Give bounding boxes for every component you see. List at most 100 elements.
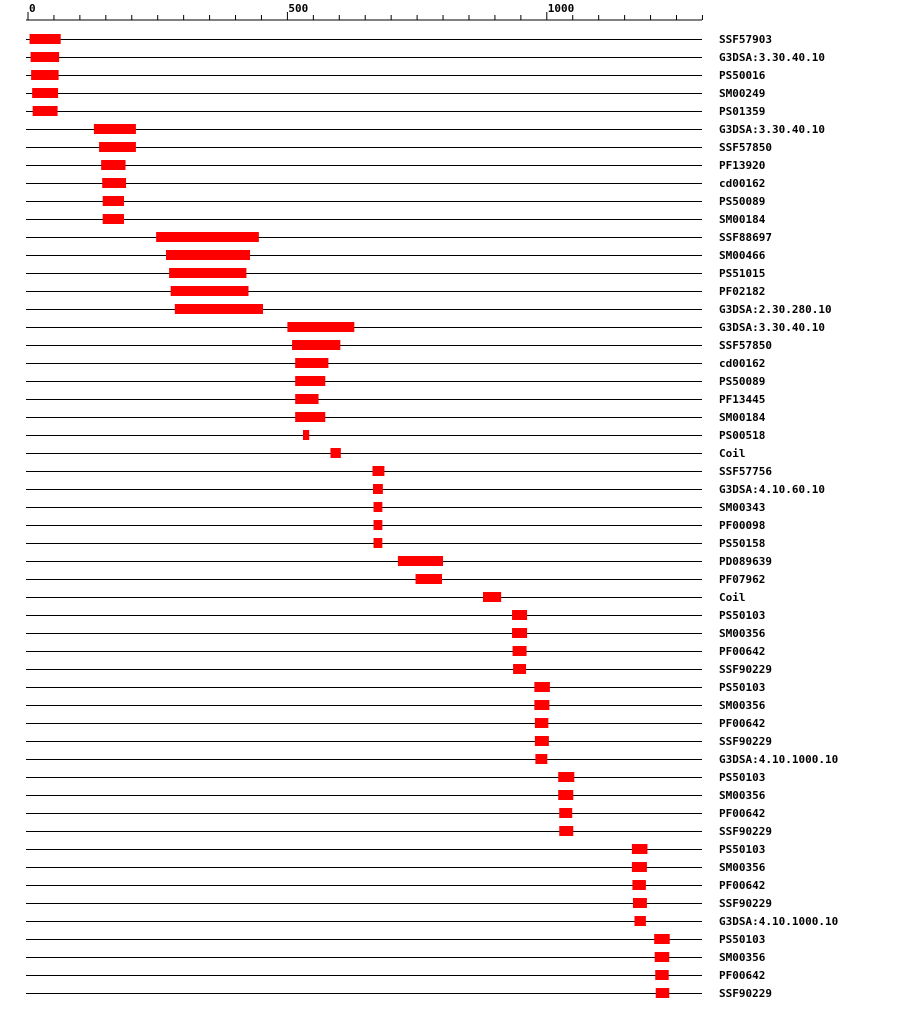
- feature-bar: [295, 376, 326, 386]
- feature-bar: [373, 502, 383, 512]
- feature-label: SSF90229: [719, 663, 772, 676]
- feature-bar: [31, 70, 59, 80]
- feature-row: SSF90229: [26, 987, 772, 1000]
- feature-label: PF02182: [719, 285, 765, 298]
- feature-row: SM00356: [26, 627, 766, 640]
- feature-row: PF13920: [26, 159, 765, 172]
- feature-bar: [29, 34, 61, 44]
- feature-bar: [295, 358, 329, 368]
- feature-label: SSF57850: [719, 339, 772, 352]
- feature-bar: [631, 862, 647, 872]
- feature-bar: [654, 952, 670, 962]
- feature-row: PS50089: [26, 195, 765, 208]
- feature-bar: [482, 592, 502, 602]
- feature-bar: [102, 178, 127, 188]
- feature-bar: [513, 664, 527, 674]
- feature-row: PF13445: [26, 393, 765, 406]
- feature-row: SM00466: [26, 249, 766, 262]
- feature-label: SSF90229: [719, 987, 772, 1000]
- feature-label: SSF57756: [719, 465, 772, 478]
- feature-label: SM00356: [719, 789, 766, 802]
- feature-label: PF13445: [719, 393, 765, 406]
- feature-bar: [169, 268, 247, 278]
- axis-tick-label: 500: [288, 2, 308, 15]
- feature-bar: [631, 844, 648, 854]
- feature-bar: [32, 88, 59, 98]
- feature-rows: SSF57903 G3DSA:3.30.40.10 PS50016 SM00249 PS…: [26, 33, 838, 1000]
- feature-bar: [373, 484, 383, 494]
- feature-label: PS50089: [719, 375, 765, 388]
- feature-row: SSF57903: [26, 33, 772, 46]
- feature-bar: [102, 214, 124, 224]
- feature-label: G3DSA:3.30.40.10: [719, 51, 825, 64]
- feature-row: PF00642: [26, 807, 765, 820]
- feature-label: G3DSA:3.30.40.10: [719, 123, 825, 136]
- feature-row: G3DSA:3.30.40.10: [26, 51, 825, 64]
- feature-label: PS50103: [719, 843, 765, 856]
- feature-row: PS00518: [26, 429, 765, 442]
- feature-label: G3DSA:2.30.280.10: [719, 303, 832, 316]
- feature-row: SSF57850: [26, 339, 772, 352]
- feature-bar: [632, 880, 646, 890]
- feature-row: PS51015: [26, 267, 765, 280]
- feature-row: PS01359: [26, 105, 765, 118]
- feature-bar: [534, 700, 550, 710]
- feature-label: Coil: [719, 447, 746, 460]
- feature-bar: [535, 754, 548, 764]
- feature-bar: [287, 322, 355, 332]
- feature-label: PS50103: [719, 681, 765, 694]
- feature-row: SSF57756: [26, 465, 772, 478]
- feature-label: PF00642: [719, 969, 765, 982]
- feature-label: SM00184: [719, 213, 766, 226]
- feature-label: PS50089: [719, 195, 765, 208]
- feature-label: Coil: [719, 591, 746, 604]
- feature-row: Coil: [26, 591, 746, 604]
- feature-label: SSF90229: [719, 735, 772, 748]
- feature-bar: [330, 448, 341, 458]
- feature-label: SSF90229: [719, 825, 772, 838]
- feature-label: SM00466: [719, 249, 766, 262]
- feature-bar: [534, 736, 549, 746]
- feature-row: Coil: [26, 447, 746, 460]
- feature-label: SM00249: [719, 87, 765, 100]
- feature-bar: [558, 790, 574, 800]
- feature-bar: [655, 988, 670, 998]
- feature-label: SM00356: [719, 951, 766, 964]
- axis-tick-label: 0: [29, 2, 36, 15]
- feature-row: SM00184: [26, 411, 766, 424]
- feature-label: PF00642: [719, 717, 765, 730]
- feature-row: SSF88697: [26, 231, 772, 244]
- feature-row: G3DSA:4.10.60.10: [26, 483, 825, 496]
- feature-row: SM00356: [26, 861, 766, 874]
- feature-bar: [101, 160, 126, 170]
- feature-row: SSF90229: [26, 735, 772, 748]
- feature-row: SM00343: [26, 501, 765, 514]
- feature-label: PF13920: [719, 159, 765, 172]
- feature-bar: [174, 304, 264, 314]
- feature-label: PS50016: [719, 69, 766, 82]
- feature-row: G3DSA:3.30.40.10: [26, 123, 825, 136]
- feature-bar: [373, 520, 383, 530]
- feature-label: G3DSA:3.30.40.10: [719, 321, 825, 334]
- feature-label: cd00162: [719, 357, 765, 370]
- feature-bar: [166, 250, 251, 260]
- feature-row: SM00356: [26, 951, 766, 964]
- feature-bar: [156, 232, 259, 242]
- feature-label: PS01359: [719, 105, 765, 118]
- feature-bar: [534, 718, 549, 728]
- feature-row: G3DSA:4.10.1000.10: [26, 915, 838, 928]
- feature-row: PS50158: [26, 537, 765, 550]
- feature-row: PS50103: [26, 609, 765, 622]
- feature-label: SM00356: [719, 699, 766, 712]
- feature-bar: [102, 196, 124, 206]
- feature-row: PS50103: [26, 681, 765, 694]
- feature-bar: [634, 916, 646, 926]
- feature-bar: [170, 286, 249, 296]
- feature-row: PF07962: [26, 573, 765, 586]
- feature-label: SSF90229: [719, 897, 772, 910]
- feature-label: SSF57903: [719, 33, 772, 46]
- feature-label: PD089639: [719, 555, 772, 568]
- feature-label: PS50103: [719, 771, 765, 784]
- feature-bar: [655, 970, 669, 980]
- position-axis: 0 500 1000: [26, 2, 703, 21]
